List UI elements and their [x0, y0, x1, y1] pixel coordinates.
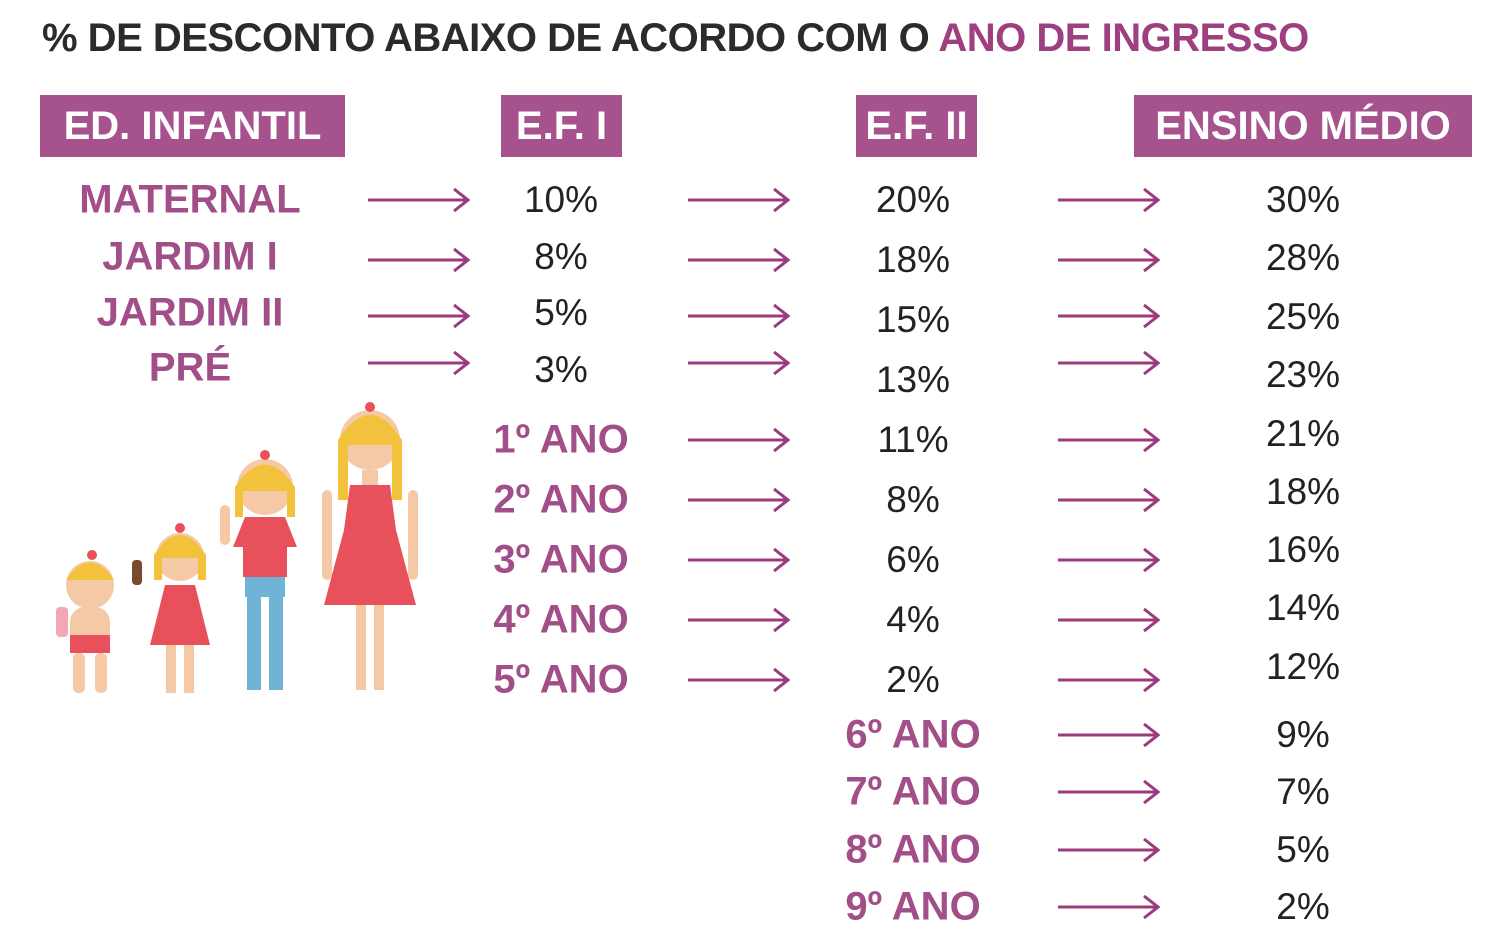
row-label: 4º ANO — [493, 597, 629, 642]
arrow-right-icon — [1058, 780, 1160, 804]
row-label: 3º ANO — [493, 537, 629, 582]
discount-value: 23% — [1265, 354, 1341, 395]
children-illustration — [56, 402, 418, 693]
discount-value: 21% — [1265, 413, 1341, 454]
discount-value: 11% — [877, 419, 949, 460]
discount-value: 13% — [875, 359, 951, 400]
arrow-right-icon — [688, 488, 790, 512]
header-ed-infantil: ED. INFANTIL — [40, 95, 345, 157]
row-label: 6º ANO — [845, 712, 981, 757]
row-label: 1º ANO — [493, 417, 629, 462]
row-label: 7º ANO — [845, 769, 981, 814]
teen-figure — [322, 402, 418, 690]
discount-value: 5% — [534, 292, 588, 333]
title-prefix: % DE DESCONTO ABAIXO DE ACORDO COM O — [42, 16, 930, 60]
toddler-figure — [132, 523, 210, 693]
arrow-right-icon — [688, 304, 790, 328]
discount-value: 3% — [534, 349, 588, 390]
discount-value: 12% — [1265, 646, 1341, 687]
arrow-right-icon — [688, 608, 790, 632]
discount-value: 20% — [875, 179, 951, 220]
discount-value: 18% — [1265, 471, 1341, 512]
title-accent: ANO DE INGRESSO — [938, 16, 1309, 60]
arrow-right-icon — [1058, 723, 1160, 747]
arrow-right-icon — [368, 351, 470, 375]
arrow-right-icon — [1058, 838, 1160, 862]
arrow-right-icon — [1058, 488, 1160, 512]
arrow-right-icon — [1058, 608, 1160, 632]
arrow-right-icon — [688, 351, 790, 375]
page-title: % DE DESCONTO ABAIXO DE ACORDO COM O ANO… — [42, 16, 1309, 61]
discount-value: 28% — [1265, 237, 1341, 278]
row-label: 9º ANO — [845, 884, 981, 929]
arrow-right-icon — [688, 548, 790, 572]
discount-value: 10% — [523, 179, 599, 220]
arrow-right-icon — [688, 248, 790, 272]
arrow-right-icon — [688, 188, 790, 212]
discount-value: 2% — [886, 659, 940, 700]
row-label: JARDIM II — [96, 290, 284, 335]
row-label: PRÉ — [148, 345, 232, 390]
discount-value: 30% — [1265, 179, 1341, 220]
row-label: JARDIM I — [102, 234, 278, 279]
discount-value: 25% — [1265, 296, 1341, 337]
arrow-right-icon — [688, 668, 790, 692]
row-label: 5º ANO — [493, 657, 629, 702]
girl-figure — [220, 450, 297, 690]
discount-value: 2% — [1276, 886, 1330, 927]
row-label: 8º ANO — [845, 827, 981, 872]
arrow-right-icon — [368, 304, 470, 328]
arrow-right-icon — [1058, 428, 1160, 452]
discount-value: 7% — [1276, 771, 1330, 812]
arrow-right-icon — [688, 428, 790, 452]
arrow-right-icon — [1058, 895, 1160, 919]
header-ensino-medio: ENSINO MÉDIO — [1134, 95, 1472, 157]
discount-value: 16% — [1265, 529, 1341, 570]
header-ef1: E.F. I — [501, 95, 622, 157]
row-label: 2º ANO — [493, 477, 629, 522]
arrow-right-icon — [1058, 668, 1160, 692]
arrow-right-icon — [1058, 304, 1160, 328]
discount-value: 8% — [534, 236, 588, 277]
discount-value: 15% — [875, 299, 951, 340]
discount-value: 6% — [886, 539, 940, 580]
arrow-right-icon — [368, 188, 470, 212]
arrow-right-icon — [1058, 351, 1160, 375]
discount-value: 18% — [875, 239, 951, 280]
arrow-right-icon — [1058, 548, 1160, 572]
arrow-right-icon — [368, 248, 470, 272]
discount-value: 14% — [1265, 587, 1341, 628]
arrow-right-icon — [1058, 248, 1160, 272]
discount-value: 8% — [886, 479, 940, 520]
baby-figure — [56, 550, 114, 693]
discount-value: 5% — [1276, 829, 1330, 870]
discount-value: 9% — [1276, 714, 1330, 755]
arrow-right-icon — [1058, 188, 1160, 212]
row-label: MATERNAL — [79, 177, 301, 222]
discount-value: 4% — [886, 599, 940, 640]
header-ef2: E.F. II — [856, 95, 977, 157]
